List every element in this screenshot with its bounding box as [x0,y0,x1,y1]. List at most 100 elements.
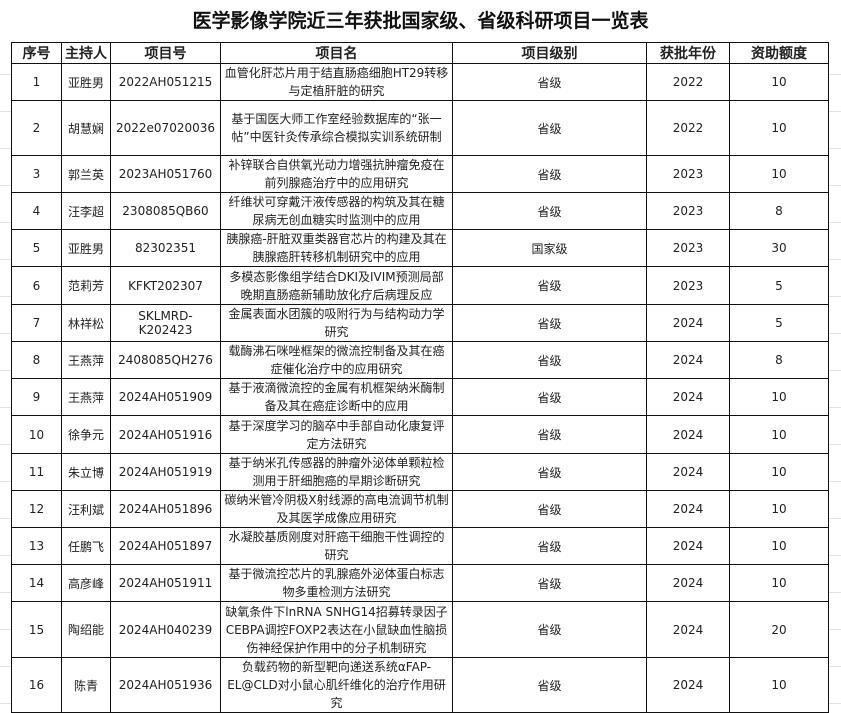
col-year-cell: 2024 [646,378,730,416]
col-index-cell: 8 [11,341,62,379]
col-funding-cell: 10 [729,100,829,156]
col-leader-cell: 陶绍能 [61,601,111,658]
col-project-no-cell: 2024AH051916 [110,415,221,454]
col-level-cell: 省级 [452,601,647,658]
header-col-year: 获批年份 [646,42,730,64]
col-project-name-cell: 基于纳米孔传感器的肿瘤外泌体单颗粒检测用于肝细胞癌的早期诊断研究 [220,453,453,491]
col-funding-cell: 10 [729,490,829,528]
col-project-no-cell: 2024AH051897 [110,527,221,565]
col-funding-cell: 10 [729,378,829,416]
col-level-cell: 省级 [452,100,647,156]
col-index-cell: 15 [11,601,62,658]
table-row: 1 亚胜男 2022AH051215 血管化肝芯片用于结直肠癌细胞HT29转移与定植肝… [11,63,829,101]
col-funding-cell: 30 [729,229,829,267]
table-row: 3 郭兰英 2023AH051760 补锌联合自供氧光动力增强抗肿瘤免疫在前列腺癌治疗… [11,155,829,193]
col-funding-cell: 10 [729,155,829,193]
col-level-cell: 省级 [452,378,647,416]
col-project-no-cell: 2022AH051215 [110,63,221,101]
header-row: 序号 主持人 项目号 项目名 项目级别 获批年份 资助额度 [11,42,829,64]
header-col-project-name: 项目名 [220,42,453,64]
col-funding-cell: 8 [729,341,829,379]
col-project-name-cell: 血管化肝芯片用于结直肠癌细胞HT29转移与定植肝脏的研究 [220,63,453,101]
col-project-no-cell: 82302351 [110,229,221,267]
col-project-no-cell: 2024AH051936 [110,657,221,713]
table-row: 4 汪李超 2308085QB60 纤维状可穿戴汗液传感器的构筑及其在糖尿病无创血糖实… [11,192,829,230]
col-project-name-cell: 基于液滴微流控的金属有机框架纳米酶制备及其在癌症诊断中的应用 [220,378,453,416]
col-project-no-cell: 2023AH051760 [110,155,221,193]
col-index-cell: 14 [11,564,62,602]
col-index-cell: 2 [11,100,62,156]
col-funding-cell: 10 [729,527,829,565]
col-project-no-cell: 2024AH051911 [110,564,221,602]
header-col-funding: 资助额度 [729,42,829,64]
col-index-cell: 13 [11,527,62,565]
col-project-name-cell: 金属表面水团簇的吸附行为与结构动力学研究 [220,304,453,342]
col-level-cell: 省级 [452,266,647,305]
col-funding-cell: 8 [729,192,829,230]
col-year-cell: 2023 [646,155,730,193]
col-funding-cell: 10 [729,657,829,713]
col-index-cell: 5 [11,229,62,267]
table-row: 15 陶绍能 2024AH040239 缺氧条件下lnRNA SNHG14招募转录因子… [11,601,829,658]
col-leader-cell: 汪李超 [61,192,111,230]
table-row: 5 亚胜男 82302351 胰腺癌-肝脏双重类器官芯片的构建及其在胰腺癌肝转移机制研… [11,229,829,267]
col-level-cell: 省级 [452,415,647,454]
col-year-cell: 2022 [646,63,730,101]
col-index-cell: 3 [11,155,62,193]
col-level-cell: 国家级 [452,229,647,267]
col-level-cell: 省级 [452,341,647,379]
col-index-cell: 7 [11,304,62,342]
col-leader-cell: 任鹏飞 [61,527,111,565]
col-year-cell: 2024 [646,453,730,491]
col-index-cell: 10 [11,415,62,454]
col-project-name-cell: 碳纳米管冷阴极X射线源的高电流调节机制及其医学成像应用研究 [220,490,453,528]
col-project-name-cell: 纤维状可穿戴汗液传感器的构筑及其在糖尿病无创血糖实时监测中的应用 [220,192,453,230]
col-index-cell: 4 [11,192,62,230]
col-leader-cell: 亚胜男 [61,229,111,267]
col-leader-cell: 徐争元 [61,415,111,454]
col-year-cell: 2024 [646,601,730,658]
col-project-name-cell: 负载药物的新型靶向递送系统αFAP-EL@CLD对小鼠心肌纤维化的治疗作用研究 [220,657,453,713]
table-row: 6 范莉芳 KFKT202307 多模态影像组学结合DKI及IVIM预测局部晚期直肠癌… [11,266,829,305]
col-funding-cell: 10 [729,564,829,602]
projects-table: 序号 主持人 项目号 项目名 项目级别 获批年份 资助额度 1 亚胜男 2022AH051215… [11,42,829,713]
col-leader-cell: 郭兰英 [61,155,111,193]
col-funding-cell: 10 [729,63,829,101]
col-funding-cell: 5 [729,304,829,342]
col-year-cell: 2024 [646,304,730,342]
col-index-cell: 9 [11,378,62,416]
col-year-cell: 2022 [646,100,730,156]
col-project-name-cell: 胰腺癌-肝脏双重类器官芯片的构建及其在胰腺癌肝转移机制研究中的应用 [220,229,453,267]
col-level-cell: 省级 [452,564,647,602]
col-project-no-cell: 2408085QH276 [110,341,221,379]
page-title: 医学影像学院近三年获批国家级、省级科研项目一览表 [0,0,841,42]
col-project-name-cell: 载酶沸石咪唑框架的微流控制备及其在癌症催化治疗中的应用研究 [220,341,453,379]
col-index-cell: 11 [11,453,62,491]
col-leader-cell: 范莉芳 [61,266,111,305]
col-leader-cell: 陈青 [61,657,111,713]
table-row: 13 任鹏飞 2024AH051897 水凝胶基质刚度对肝癌干细胞干性调控的研究 省级 2… [11,527,829,565]
header-col-leader: 主持人 [61,42,111,64]
table-row: 11 朱立博 2024AH051919 基于纳米孔传感器的肿瘤外泌体单颗粒检测用于肝细… [11,453,829,491]
col-project-no-cell: 2308085QB60 [110,192,221,230]
col-funding-cell: 10 [729,415,829,454]
table-row: 2 胡慧娴 2022e07020036 基于国医大师工作室经验数据库的“张一帖”中医针… [11,100,829,156]
table-row: 10 徐争元 2024AH051916 基于深度学习的脑卒中手部自动化康复评定方法研究… [11,415,829,454]
table-row: 8 王燕萍 2408085QH276 载酶沸石咪唑框架的微流控制备及其在癌症催化治疗中… [11,341,829,379]
col-index-cell: 1 [11,63,62,101]
col-year-cell: 2024 [646,564,730,602]
col-year-cell: 2023 [646,266,730,305]
col-project-no-cell: KFKT202307 [110,266,221,305]
col-year-cell: 2023 [646,192,730,230]
col-leader-cell: 朱立博 [61,453,111,491]
col-leader-cell: 王燕萍 [61,378,111,416]
col-index-cell: 12 [11,490,62,528]
col-level-cell: 省级 [452,657,647,713]
col-year-cell: 2024 [646,527,730,565]
col-funding-cell: 20 [729,601,829,658]
table-row: 16 陈青 2024AH051936 负载药物的新型靶向递送系统αFAP-EL@CLD… [11,657,829,713]
col-project-no-cell: 2024AH040239 [110,601,221,658]
col-level-cell: 省级 [452,453,647,491]
col-index-cell: 16 [11,657,62,713]
col-project-name-cell: 补锌联合自供氧光动力增强抗肿瘤免疫在前列腺癌治疗中的应用研究 [220,155,453,193]
